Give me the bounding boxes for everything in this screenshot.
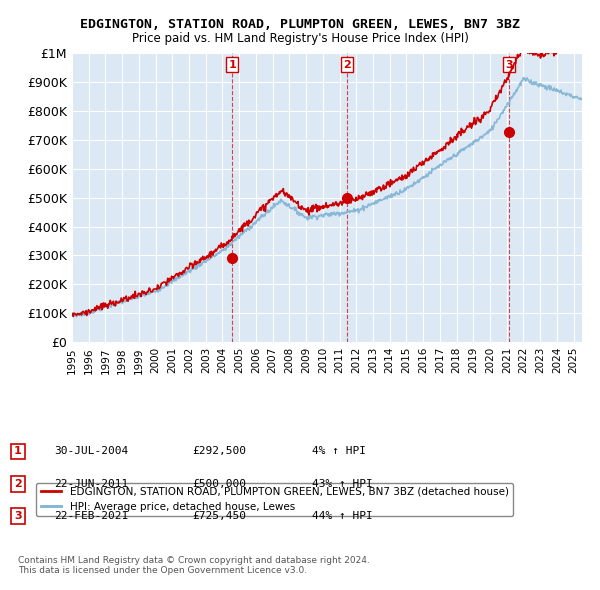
Text: £725,450: £725,450	[192, 512, 246, 521]
Text: EDGINGTON, STATION ROAD, PLUMPTON GREEN, LEWES, BN7 3BZ: EDGINGTON, STATION ROAD, PLUMPTON GREEN,…	[80, 18, 520, 31]
Text: 22-JUN-2011: 22-JUN-2011	[54, 479, 128, 489]
Text: £292,500: £292,500	[192, 447, 246, 456]
Text: 2: 2	[344, 60, 351, 70]
Text: 1: 1	[14, 447, 22, 456]
Text: 43% ↑ HPI: 43% ↑ HPI	[312, 479, 373, 489]
Text: 3: 3	[14, 512, 22, 521]
Text: 1: 1	[229, 60, 236, 70]
Text: 22-FEB-2021: 22-FEB-2021	[54, 512, 128, 521]
Legend: EDGINGTON, STATION ROAD, PLUMPTON GREEN, LEWES, BN7 3BZ (detached house), HPI: A: EDGINGTON, STATION ROAD, PLUMPTON GREEN,…	[37, 483, 513, 516]
Text: 44% ↑ HPI: 44% ↑ HPI	[312, 512, 373, 521]
Text: £500,000: £500,000	[192, 479, 246, 489]
Text: Price paid vs. HM Land Registry's House Price Index (HPI): Price paid vs. HM Land Registry's House …	[131, 32, 469, 45]
Text: 2: 2	[14, 479, 22, 489]
Text: 30-JUL-2004: 30-JUL-2004	[54, 447, 128, 456]
Text: 4% ↑ HPI: 4% ↑ HPI	[312, 447, 366, 456]
Text: 3: 3	[505, 60, 513, 70]
Text: Contains HM Land Registry data © Crown copyright and database right 2024.
This d: Contains HM Land Registry data © Crown c…	[18, 556, 370, 575]
